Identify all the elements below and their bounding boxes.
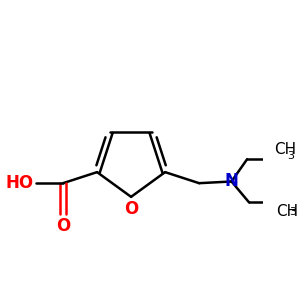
Text: 3: 3 <box>288 151 295 161</box>
Text: 3: 3 <box>290 208 296 218</box>
Text: CH: CH <box>274 142 296 158</box>
Text: O: O <box>56 217 70 235</box>
Text: HO: HO <box>5 174 33 192</box>
Text: N: N <box>225 172 238 190</box>
Text: O: O <box>124 200 138 218</box>
Text: CH: CH <box>276 204 298 219</box>
